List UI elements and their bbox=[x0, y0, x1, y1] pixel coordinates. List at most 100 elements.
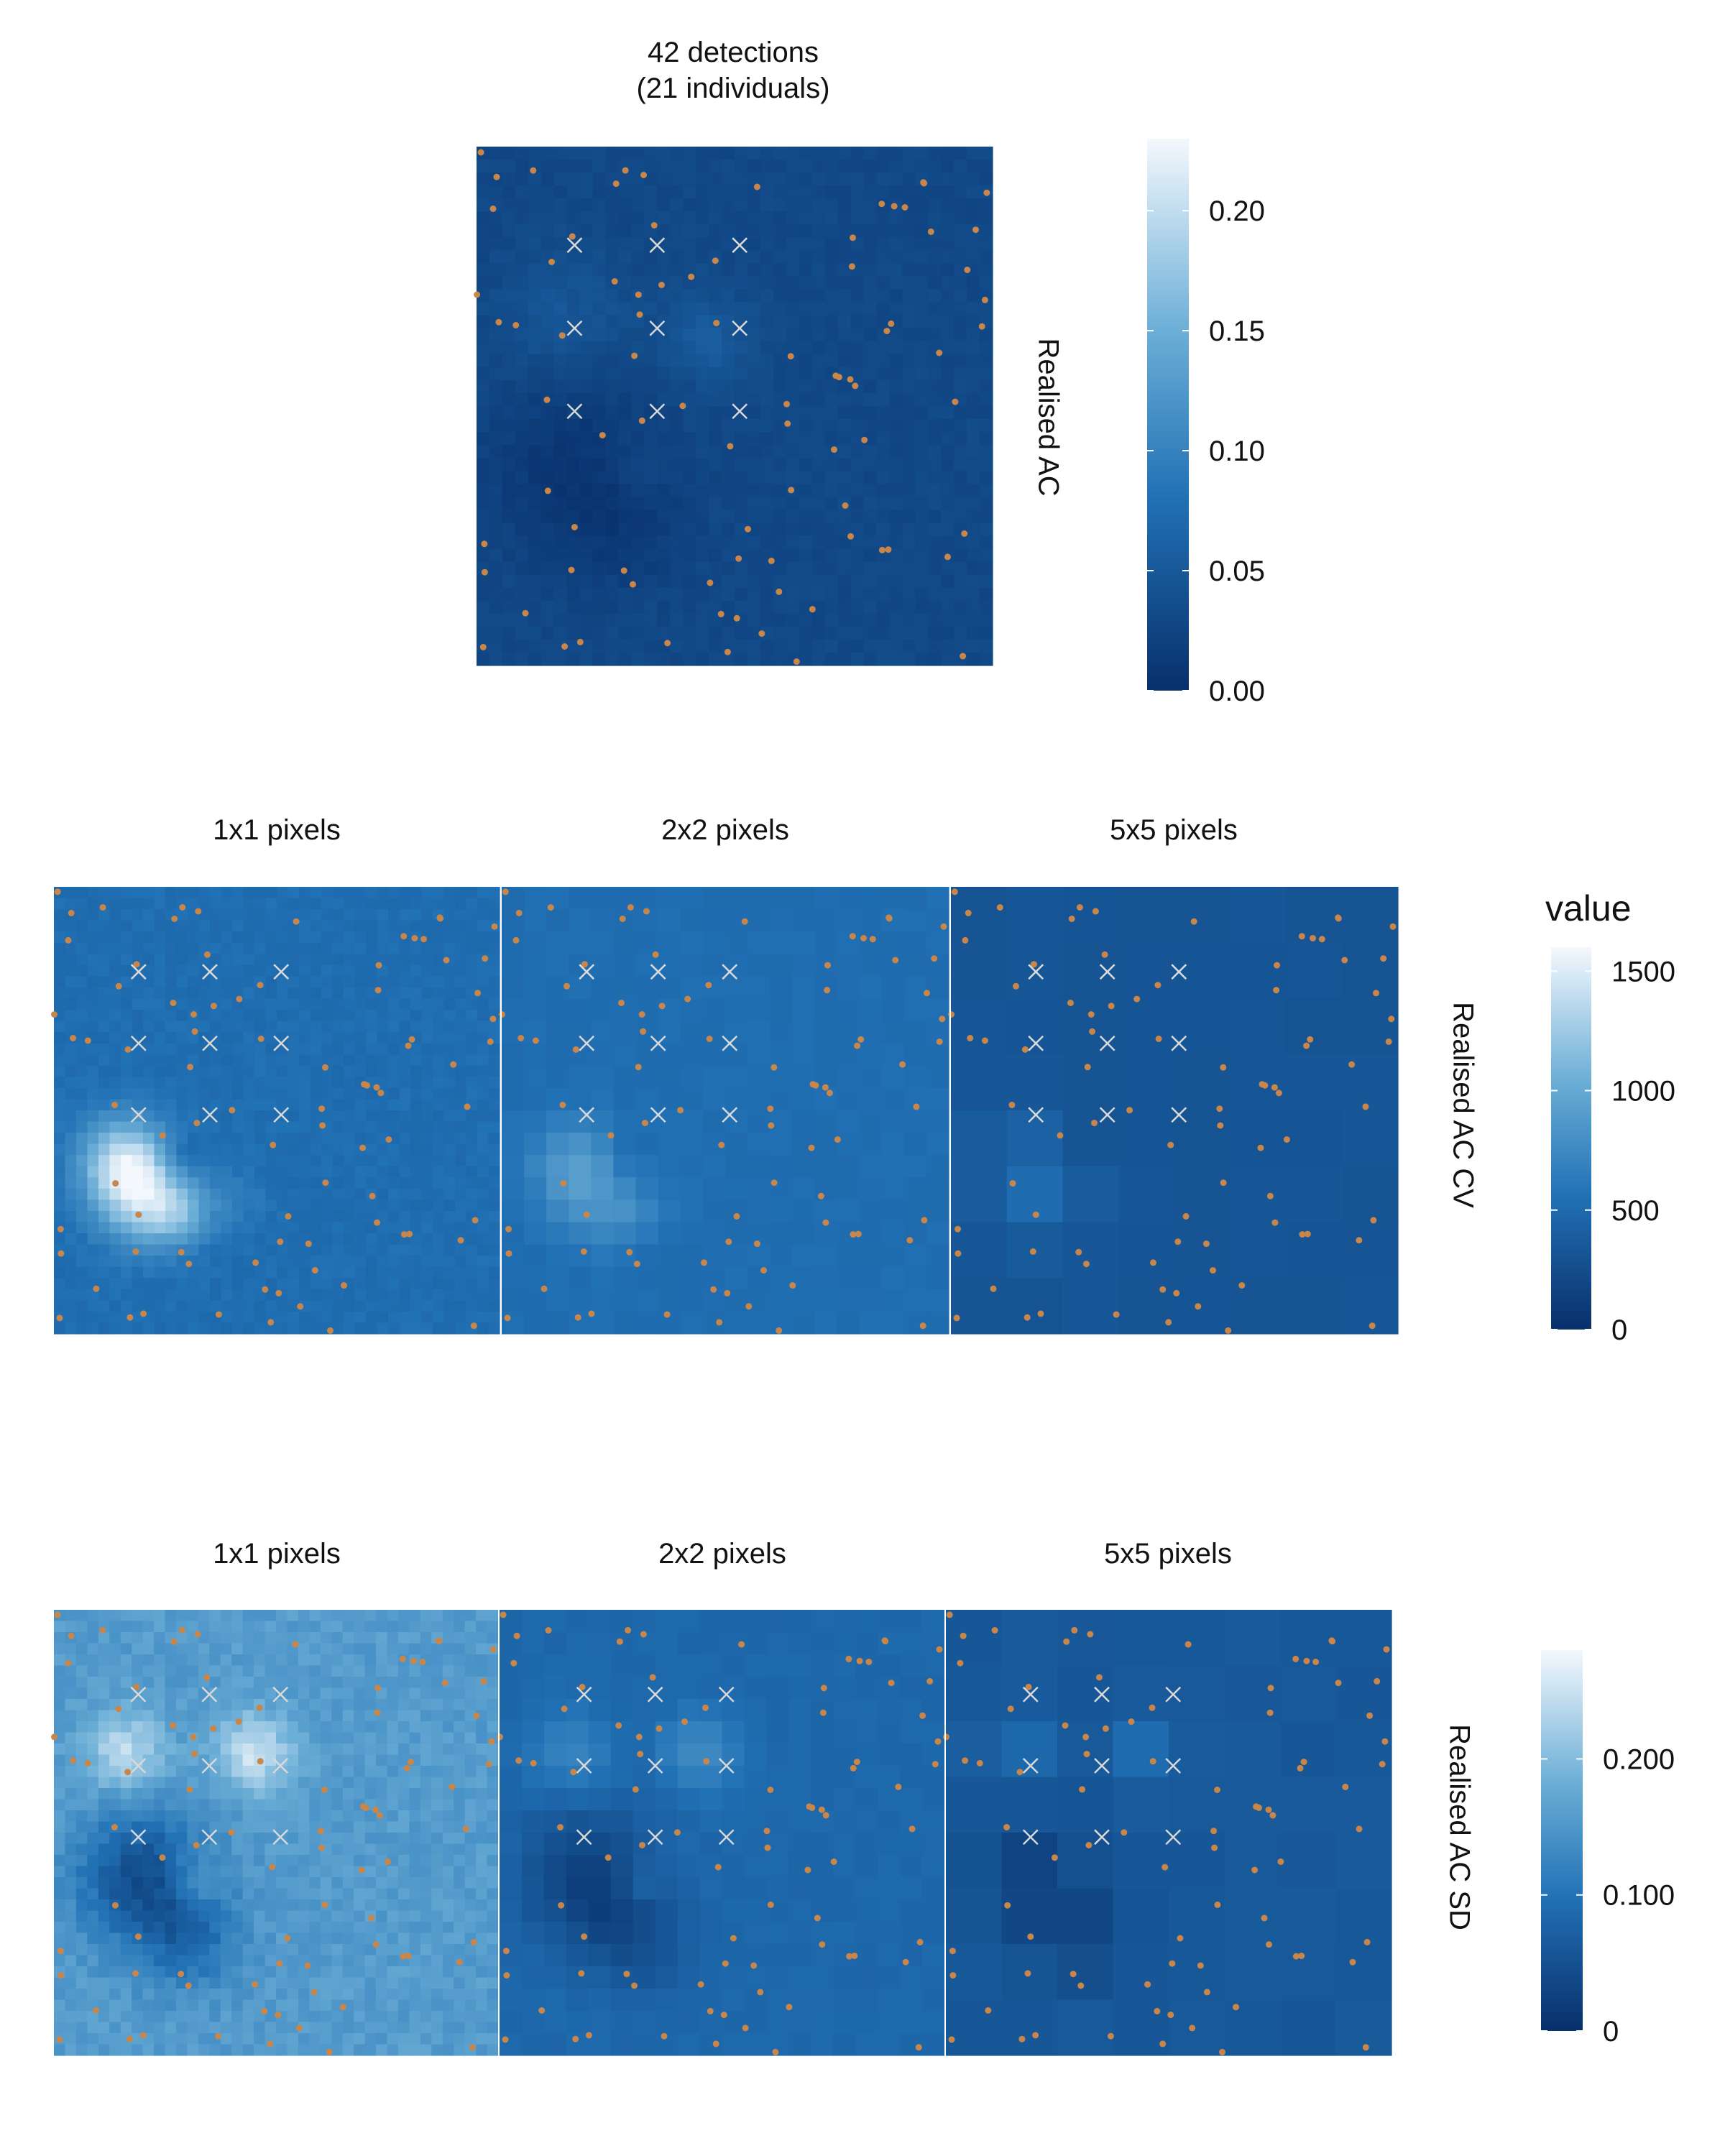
heatmap-cell bbox=[366, 1233, 378, 1245]
heatmap-cell bbox=[320, 1754, 332, 1766]
heatmap-cell bbox=[454, 1944, 466, 1956]
heatmap-cell bbox=[837, 432, 852, 446]
heatmap-cell bbox=[850, 639, 865, 653]
heatmap-cell bbox=[657, 147, 671, 160]
heatmap-cell bbox=[276, 1632, 288, 1644]
heatmap-cell bbox=[876, 639, 890, 653]
heatmap-cell bbox=[477, 1188, 489, 1200]
heatmap-cell bbox=[75, 1888, 88, 1900]
heatmap-cell bbox=[811, 263, 826, 277]
heatmap-cell bbox=[165, 987, 178, 1000]
heatmap-cell bbox=[876, 341, 890, 355]
heatmap-cell bbox=[344, 1188, 356, 1200]
heatmap-cell bbox=[76, 976, 88, 988]
heatmap-cell bbox=[344, 1300, 356, 1312]
heatmap-cell bbox=[644, 626, 658, 640]
heatmap-cell bbox=[1062, 1054, 1119, 1111]
heatmap-cell bbox=[287, 1665, 299, 1677]
heatmap-cell bbox=[824, 484, 839, 497]
heatmap-cell bbox=[592, 198, 607, 212]
heatmap-cell bbox=[331, 1944, 344, 1956]
heatmap-cell bbox=[903, 1110, 927, 1133]
heatmap-cell bbox=[477, 160, 490, 173]
heatmap-cell bbox=[859, 976, 883, 1000]
heatmap-cell bbox=[220, 1754, 232, 1766]
heatmap-cell bbox=[142, 1743, 155, 1756]
heatmap-cell bbox=[824, 341, 839, 355]
heatmap-cell bbox=[881, 1087, 905, 1111]
heatmap-cell bbox=[354, 1910, 366, 1922]
heatmap-cell bbox=[410, 1121, 423, 1133]
heatmap-cell bbox=[670, 211, 684, 225]
heatmap-cell bbox=[121, 1143, 133, 1156]
heatmap-cell bbox=[366, 1311, 378, 1324]
heatmap-cell bbox=[377, 1289, 389, 1301]
heatmap-cell bbox=[443, 942, 456, 954]
heatmap-cell bbox=[657, 535, 671, 550]
heatmap-cell bbox=[786, 250, 800, 264]
heatmap-cell bbox=[364, 1855, 377, 1867]
heatmap-cell bbox=[442, 1899, 454, 1912]
heatmap-cell bbox=[388, 909, 400, 921]
heatmap-cell bbox=[388, 1188, 400, 1200]
heatmap-cell bbox=[889, 497, 903, 510]
heatmap-cell bbox=[65, 1311, 77, 1324]
heatmap-cell bbox=[837, 392, 852, 407]
heatmap-cell bbox=[811, 613, 826, 627]
heatmap-cell bbox=[709, 445, 722, 459]
heatmap-cell bbox=[915, 224, 929, 238]
heatmap-cell bbox=[786, 315, 800, 329]
heatmap-cell bbox=[747, 276, 761, 290]
heatmap-cell bbox=[220, 1621, 232, 1633]
heatmap-cell bbox=[321, 1222, 334, 1234]
heatmap-cell bbox=[232, 909, 244, 921]
heatmap-cell bbox=[65, 1010, 77, 1022]
heatmap-cell bbox=[154, 1233, 166, 1245]
heatmap-cell bbox=[773, 341, 787, 355]
heatmap-cell bbox=[154, 976, 166, 988]
heatmap-cell bbox=[592, 185, 607, 199]
heatmap-cell bbox=[863, 548, 878, 563]
heatmap-cell bbox=[409, 1955, 421, 1967]
heatmap-cell bbox=[299, 1087, 311, 1100]
heatmap-cell bbox=[722, 535, 735, 550]
heatmap-cell bbox=[487, 1687, 499, 1700]
heatmap-cell bbox=[221, 1233, 233, 1245]
heatmap-cell bbox=[902, 160, 916, 173]
heatmap-cell bbox=[54, 1188, 66, 1200]
heatmap-cell bbox=[299, 1289, 311, 1301]
heatmap-cell bbox=[176, 1155, 188, 1167]
heatmap-cell bbox=[488, 1266, 500, 1279]
heatmap-cell bbox=[488, 1166, 500, 1178]
heatmap-cell bbox=[980, 250, 993, 264]
heatmap-cell bbox=[409, 1944, 421, 1956]
heatmap-cell bbox=[502, 1087, 525, 1111]
heatmap-cell bbox=[770, 909, 793, 932]
heatmap-cell bbox=[722, 354, 735, 368]
heatmap-cell bbox=[747, 198, 761, 212]
heatmap-cell bbox=[515, 510, 529, 524]
heatmap-cell bbox=[87, 1799, 99, 1811]
heatmap-cell bbox=[232, 1210, 244, 1223]
heatmap-cell bbox=[683, 354, 696, 368]
heatmap-cell bbox=[254, 1322, 267, 1335]
heatmap-cell bbox=[902, 406, 916, 420]
heatmap-cell bbox=[722, 419, 735, 433]
heatmap-cell bbox=[569, 998, 592, 1022]
heatmap-cell bbox=[455, 1110, 467, 1123]
heatmap-cell bbox=[941, 392, 954, 407]
heatmap-cell bbox=[592, 497, 607, 510]
heatmap-cell bbox=[644, 198, 658, 212]
heatmap-cell bbox=[859, 998, 883, 1022]
heatmap-cell bbox=[488, 1278, 500, 1290]
heatmap-cell bbox=[613, 1244, 637, 1268]
heatmap-cell bbox=[876, 172, 890, 186]
heatmap-cell bbox=[76, 1222, 88, 1234]
heatmap-cell bbox=[770, 1244, 793, 1268]
heatmap-cell bbox=[264, 1843, 277, 1856]
heatmap-cell bbox=[366, 887, 378, 899]
heatmap-cell bbox=[298, 1922, 310, 1934]
heatmap-cell bbox=[709, 367, 722, 381]
heatmap-cell bbox=[254, 1743, 266, 1756]
heatmap-cell bbox=[287, 1810, 299, 1823]
